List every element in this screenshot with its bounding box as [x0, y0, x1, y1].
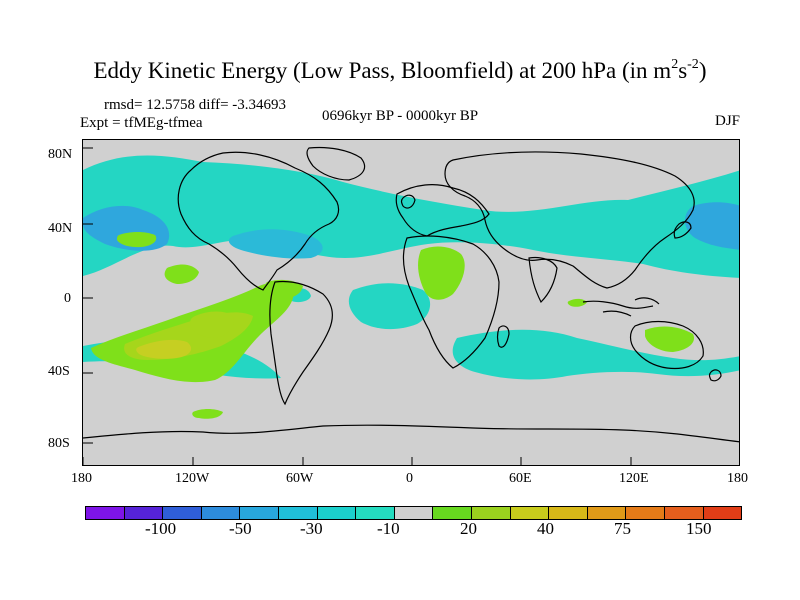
stats-label: rmsd= 12.5758 diff= -3.34693	[104, 97, 287, 113]
negative-core-pacific-east	[685, 202, 739, 250]
coastline-indonesia	[582, 297, 660, 317]
lat-label-0: 0	[64, 291, 71, 306]
positive-australia	[645, 326, 695, 352]
coastline-greenland	[306, 146, 366, 181]
colorbar-label-20: 20	[460, 519, 477, 538]
positive-africa	[418, 246, 465, 300]
negative-belt-north	[83, 155, 739, 278]
colorbar-label-neg-100: -100	[145, 519, 177, 538]
colorbar-segment	[317, 507, 357, 519]
lat-label-80n: 80N	[48, 147, 73, 162]
title-main: Eddy Kinetic Energy (Low Pass, Bloomfiel…	[93, 58, 672, 83]
lat-label-40n: 40N	[48, 221, 73, 236]
colorbar-segment	[433, 507, 472, 519]
coastline-uk	[400, 194, 416, 209]
coastline-africa	[402, 235, 500, 369]
title-superscript-2: -2	[687, 57, 699, 72]
colorbar-segment	[471, 507, 511, 519]
colorbar-segment	[201, 507, 241, 519]
coastline-asia	[444, 151, 695, 289]
title-superscript-1: 2	[671, 57, 679, 72]
lon-label-60w: 60W	[286, 471, 314, 486]
negative-central-atlantic	[348, 283, 431, 330]
positive-south-pacific-peak	[136, 339, 192, 359]
colorbar-label-neg-10: -10	[377, 519, 400, 538]
colorbar-label-neg-30: -30	[300, 519, 323, 538]
lon-label-120e: 120E	[619, 471, 649, 486]
colorbar	[85, 506, 742, 520]
colorbar-segment	[587, 507, 627, 519]
lon-label-60e: 60E	[509, 471, 532, 486]
coastline-europe	[395, 184, 490, 237]
colorbar-segment	[240, 507, 279, 519]
coastline-australia	[629, 320, 704, 370]
map-frame	[82, 139, 740, 466]
colorbar-label-40: 40	[537, 519, 554, 538]
colorbar-label-75: 75	[614, 519, 631, 538]
lat-label-40s: 40S	[48, 364, 70, 379]
colorbar-segment	[394, 507, 434, 519]
world-map	[83, 140, 739, 465]
coastline-india	[528, 256, 558, 304]
lon-label-120w: 120W	[175, 471, 210, 486]
colorbar-segment	[626, 507, 665, 519]
chart-title: Eddy Kinetic Energy (Low Pass, Bloomfiel…	[0, 56, 800, 86]
colorbar-label-150: 150	[686, 519, 712, 538]
colorbar-segment	[86, 507, 125, 519]
positive-southern-ocean	[192, 409, 223, 419]
coastline-madagascar	[496, 325, 510, 348]
colorbar-segment	[124, 507, 164, 519]
colorbar-segment	[664, 507, 704, 519]
negative-south-atlantic	[452, 329, 739, 380]
colorbar-segment	[163, 507, 202, 519]
positive-south-pacific-east	[190, 311, 235, 338]
title-mid: s	[678, 58, 688, 83]
colorbar-segment	[510, 507, 550, 519]
colorbar-label-neg-50: -50	[229, 519, 252, 538]
positive-pacific-mid	[164, 264, 199, 284]
coastline-north-america	[177, 151, 340, 291]
positive-pacific-north	[117, 232, 157, 248]
title-end: )	[698, 58, 707, 83]
colorbar-segment	[278, 507, 318, 519]
colorbar-segment	[549, 507, 588, 519]
positive-indian-ocean	[567, 298, 587, 307]
lat-label-80s: 80S	[48, 436, 70, 451]
coastline-antarctica	[83, 424, 739, 443]
lon-label-180-right: 180	[727, 471, 748, 486]
lon-label-0: 0	[406, 471, 413, 486]
season-label: DJF	[714, 113, 740, 129]
coastline-new-zealand	[708, 369, 722, 382]
colorbar-segment	[356, 507, 395, 519]
coastline-japan	[673, 221, 692, 239]
colorbar-segment	[703, 507, 742, 519]
period-label: 0696kyr BP - 0000kyr BP	[322, 108, 479, 124]
experiment-label: Expt = tfMEg-tfmea	[80, 115, 203, 131]
coastline-south-america	[269, 280, 333, 406]
lon-label-180-left: 180	[71, 471, 92, 486]
